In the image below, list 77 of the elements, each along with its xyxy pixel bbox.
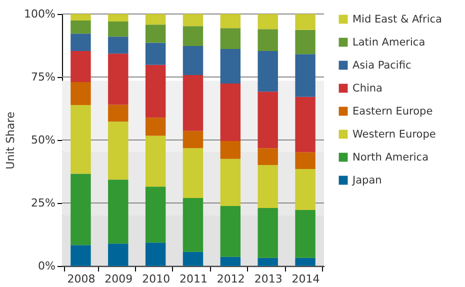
bar — [182, 130, 204, 148]
x-tick-label: 2010 — [142, 272, 170, 286]
bar — [295, 96, 316, 152]
bar — [220, 14, 241, 28]
bar — [182, 252, 204, 266]
bar — [108, 36, 128, 54]
bar — [145, 64, 166, 118]
bar — [145, 136, 166, 187]
bar — [258, 208, 278, 258]
x-tick-label: 2009 — [104, 272, 133, 286]
x-tick-label: 2014 — [292, 272, 320, 286]
y-axis-title: Unit Share — [4, 111, 18, 170]
x-tick-label: 2008 — [67, 272, 96, 286]
bar — [258, 29, 278, 52]
legend-label: China — [352, 82, 382, 94]
bar — [295, 168, 316, 210]
bar — [70, 82, 91, 105]
bar — [258, 258, 278, 266]
bar — [182, 14, 204, 26]
bar — [182, 74, 204, 131]
y-tick-label: 50% — [31, 134, 56, 146]
y-tick-label: 75% — [31, 70, 56, 84]
legend-label: North America — [352, 151, 429, 164]
bar — [220, 49, 241, 84]
bar — [220, 158, 241, 206]
bar — [220, 28, 241, 50]
bar — [108, 104, 128, 122]
bar — [108, 244, 128, 266]
bar — [295, 54, 316, 97]
legend-label: Eastern Europe — [352, 105, 433, 118]
bar — [182, 198, 204, 252]
legend-label: Japan — [352, 174, 382, 186]
bar — [108, 22, 128, 37]
y-tick-label: 100% — [24, 8, 56, 20]
bar — [258, 14, 278, 30]
legend-label: Latin America — [352, 36, 426, 48]
bar — [258, 164, 278, 208]
bar — [145, 14, 166, 25]
y-tick-label: 0% — [38, 260, 56, 272]
legend-label: Mid East & Africa — [352, 13, 442, 26]
bar — [108, 180, 128, 244]
bar — [220, 84, 241, 142]
legend-label: Asia Pacific — [352, 59, 412, 72]
bar — [108, 122, 128, 180]
bar — [70, 51, 91, 82]
bar — [295, 210, 316, 258]
bar — [145, 24, 166, 43]
bar — [70, 14, 91, 21]
y-tick-label: 25% — [31, 196, 56, 210]
x-tick-label: 2013 — [254, 272, 282, 286]
bar — [70, 174, 91, 246]
bar — [258, 92, 278, 148]
bar — [70, 20, 91, 34]
bar — [258, 51, 278, 92]
bar — [70, 245, 91, 266]
bar — [70, 104, 91, 174]
bar — [182, 148, 204, 198]
bar — [295, 152, 316, 169]
bar — [220, 206, 241, 257]
bar — [145, 242, 166, 266]
x-tick-label: 2011 — [180, 272, 208, 286]
bar — [108, 14, 128, 22]
bar — [258, 148, 278, 165]
bar — [295, 14, 316, 30]
bar — [145, 42, 166, 65]
bar — [70, 34, 91, 52]
bar — [220, 256, 241, 266]
bar — [145, 186, 166, 243]
bar — [182, 46, 204, 75]
bar — [182, 26, 204, 46]
bar — [295, 258, 316, 266]
bar — [220, 141, 241, 159]
bar — [145, 118, 166, 136]
bar — [108, 54, 128, 105]
legend-label: Western Europe — [352, 128, 436, 140]
x-tick-label: 2012 — [216, 272, 245, 286]
bar — [295, 30, 316, 54]
